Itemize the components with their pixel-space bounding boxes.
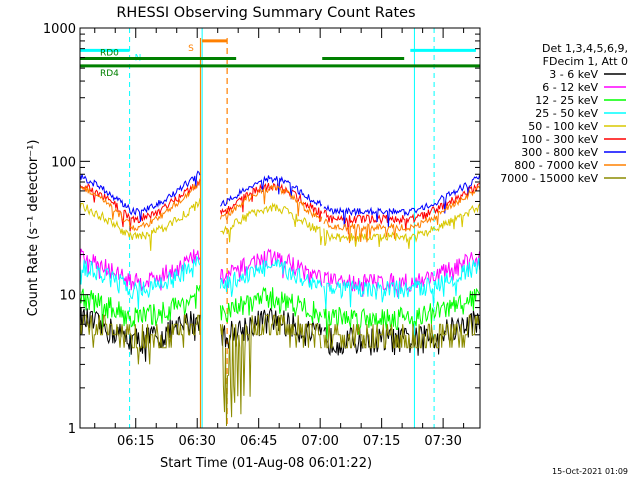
series-line-4 (220, 202, 323, 246)
series-line-5 (79, 179, 201, 232)
chart-title: RHESSI Observing Summary Count Rates (116, 5, 415, 21)
state-flag-label: S (188, 44, 194, 54)
series-line-1 (323, 251, 481, 298)
x-axis-label: Start Time (01-Aug-08 06:01:22) (160, 456, 372, 471)
y-tick-label: 100 (51, 155, 76, 170)
series-line-8 (79, 314, 201, 365)
legend-entry-label: 12 - 25 keV (535, 94, 598, 107)
series-line-6 (220, 175, 323, 207)
series-line-3 (79, 255, 201, 310)
legend: Det 1,3,4,5,6,9,FDecim 1, Att 03 - 6 keV… (500, 42, 628, 185)
y-tick-label: 1 (68, 422, 76, 437)
x-tick-label: 06:30 (178, 434, 215, 449)
series-line-3 (323, 257, 481, 310)
series-line-6 (323, 174, 481, 228)
x-tick-label: 06:15 (117, 434, 154, 449)
plot-area: NSRD0RD4 (79, 28, 481, 428)
series-line-5 (219, 182, 323, 222)
series-line-2 (219, 286, 323, 324)
legend-entry-label: 25 - 50 keV (535, 107, 598, 120)
series-line-4 (79, 198, 201, 251)
series-line-0 (323, 310, 481, 357)
state-flag-label: RD4 (100, 69, 119, 79)
series-line-8 (323, 314, 480, 349)
series-line-2 (79, 285, 201, 328)
series-line-7 (323, 185, 481, 244)
series-line-1 (219, 248, 323, 288)
state-flag-label: RD0 (100, 49, 119, 59)
series-line-5 (323, 183, 480, 235)
legend-entry-label: 3 - 6 keV (549, 68, 598, 81)
legend-entry-label: 7000 - 15000 keV (500, 172, 598, 185)
series-line-0 (220, 307, 323, 349)
legend-entry-label: 800 - 7000 keV (514, 159, 598, 172)
legend-entry-label: 50 - 100 keV (528, 120, 598, 133)
footer-timestamp: 15-Oct-2021 01:09 (552, 467, 628, 476)
legend-entry-label: 6 - 12 keV (542, 81, 598, 94)
x-tick-label: 07:15 (363, 434, 400, 449)
series-line-7 (219, 184, 323, 222)
series-line-2 (323, 287, 481, 340)
y-axis-label: Count Rate (s⁻¹ detector⁻¹) (26, 140, 41, 317)
axes: 1 10 100 1000 06:15 06:30 06:45 07:00 07:15 07:30 (43, 22, 481, 449)
legend-entry-label: 300 - 800 keV (521, 146, 598, 159)
x-tick-label: 07:00 (301, 434, 338, 449)
legend-header: Det 1,3,4,5,6,9, (542, 42, 628, 55)
series-line-6 (79, 170, 201, 222)
legend-header: FDecim 1, Att 0 (543, 55, 628, 68)
series-line-7 (79, 178, 201, 232)
x-tick-label: 06:45 (240, 434, 277, 449)
y-tick-label: 10 (59, 289, 76, 304)
y-tick-label: 1000 (43, 22, 76, 37)
series-line-3 (219, 258, 323, 297)
plot-frame (79, 27, 481, 429)
legend-entry-label: 100 - 300 keV (521, 133, 598, 146)
series-line-8 (219, 314, 322, 427)
x-tick-label: 07:30 (424, 434, 461, 449)
